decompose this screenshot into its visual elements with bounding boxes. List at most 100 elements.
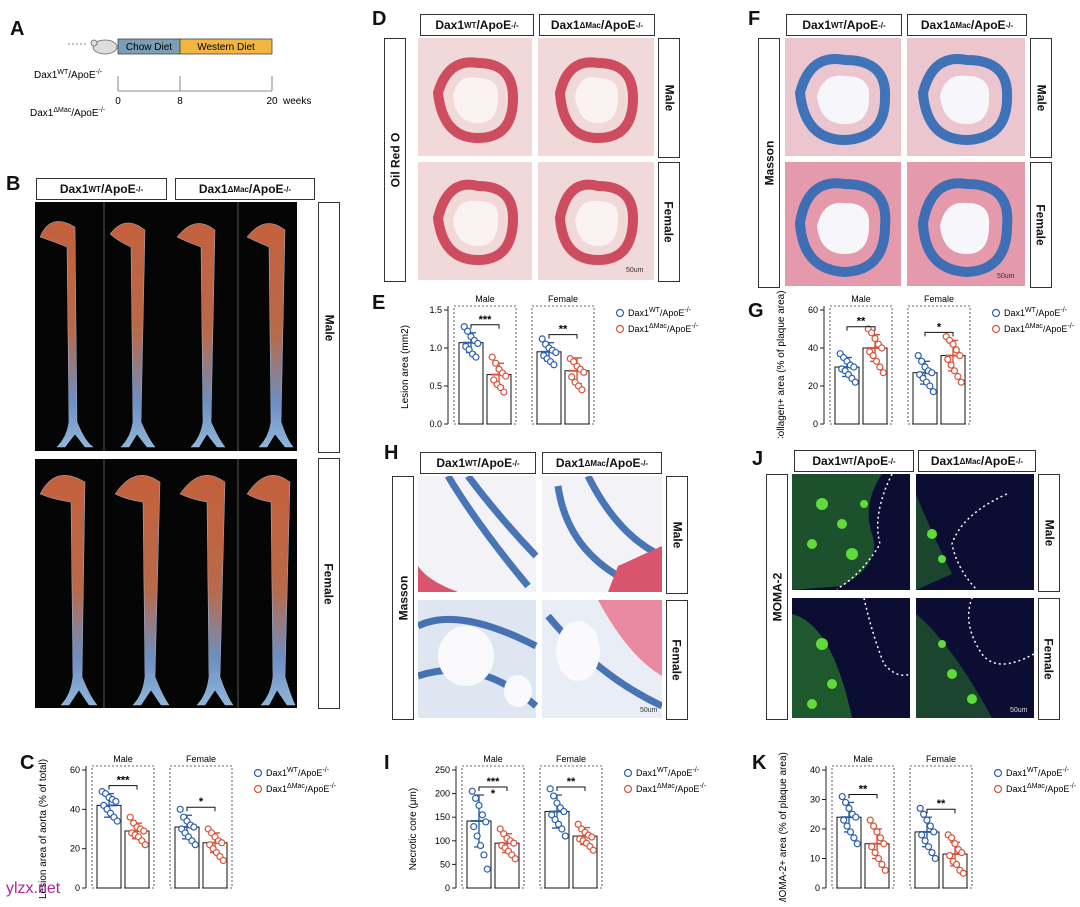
moma2-images: 50um [792,474,1034,718]
y-tick-label: 0.0 [429,419,442,429]
data-point [957,378,965,386]
data-point [928,369,936,377]
legend-marker [991,308,1001,318]
legend-label: Dax1WT/ApoE-/- [636,767,700,778]
legend-label: Dax1ΔMac/ApoE-/- [636,783,707,794]
chart-g: Collagen+ area (% of plaque area) 0 20 40 60… [776,290,1075,438]
data-point [475,801,483,810]
data-point [921,837,929,845]
data-point [944,355,952,364]
f-side-male: Male [1030,38,1052,158]
data-point [873,828,881,836]
data-point [463,327,472,335]
data-point [472,353,480,361]
legend-label: Dax1ΔMac/ApoE-/- [1006,783,1077,794]
y-tick-label: 250 [435,765,450,775]
data-point [112,797,120,806]
data-point [551,815,559,824]
western-diet-bar [179,38,273,55]
group-label: Female [186,754,216,764]
panel-label-b: B [6,173,21,195]
watermark: ylzx.net [6,880,61,897]
legend-label: Dax1WT/ApoE-/- [628,307,692,318]
panel-label-h: H [384,442,399,464]
group-box [531,305,595,425]
group-label: Female [924,294,954,304]
legend-marker [993,784,1003,794]
data-point [952,346,960,354]
data-point [560,807,568,816]
data-point [869,822,878,830]
weeks-label: weeks [282,96,311,107]
data-point [843,822,851,830]
data-point [538,335,546,343]
significance-label: *** [487,776,501,788]
significance-bracket [926,808,956,814]
data-point [958,848,966,857]
y-tick-label: 40 [810,765,820,775]
western-diet-label: Western Diet [197,42,255,53]
significance-label: ** [857,316,866,328]
legend-label: Dax1ΔMac/ApoE-/- [266,783,337,794]
data-point [483,865,491,873]
y-tick-label: 60 [70,765,80,775]
b-side-female: Female [318,458,340,709]
legend-marker [253,784,263,794]
panel-label-c: C [20,752,35,774]
chart-e: Lesion area (mm2) 0.0 0.5 1.0 1.5 Male *** Fema… [400,294,699,429]
legend-marker [623,784,633,794]
y-tick-label: 20 [70,844,80,854]
data-point [871,334,879,343]
data-point [550,361,558,369]
data-point [866,816,874,824]
y-tick-label: 200 [435,789,450,799]
y-tick-label: 0 [445,883,450,893]
group-box [907,305,971,425]
data-point [949,340,957,348]
data-point [588,833,596,841]
d-stain-label: Oil Red O [384,38,406,282]
y-tick-label: 1.0 [429,343,442,353]
data-point [578,386,586,394]
significance-bracket [186,806,216,812]
data-point [191,841,199,849]
legend-marker [991,324,1001,334]
data-point [552,348,560,357]
data-point [474,339,482,348]
b-side-male: Male [318,202,340,453]
j-header-wt: Dax1 WT/ApoE -/- [794,450,914,472]
data-point [851,378,859,386]
significance-bracket [108,785,138,790]
significance-label: ** [859,783,868,795]
data-point [853,840,861,848]
f-header-mac: Dax1 ΔMac/ApoE -/- [907,14,1027,36]
data-point [140,827,148,835]
group-label: Male [483,754,503,764]
significance-bracket [470,324,500,329]
data-point [568,373,576,381]
legend-label: Dax1WT/ApoE-/- [266,767,330,778]
data-point [550,792,558,800]
h-scalebar: 50um [640,707,658,714]
f-side-female: Female [1030,162,1052,288]
legend-marker [623,768,633,778]
significance-label: *** [117,775,131,787]
h-stain-label: Masson [392,476,414,720]
y-tick-label: 60 [808,305,818,315]
data-point [482,818,490,826]
group-box [829,305,893,425]
f-scalebar: 50um [997,273,1015,280]
timeline-wt-label: Dax1WT/ApoE-/- [34,69,103,81]
significance-bracket [924,331,954,337]
panel-label-i: I [384,752,390,774]
panel-label-g: G [748,300,764,322]
significance-label: ** [559,324,568,336]
data-point [190,823,198,831]
data-point [872,357,881,365]
group-label: Male [113,754,133,764]
b-header-mac: Dax1 ΔMac/ApoE -/- [175,178,315,200]
data-point [840,816,848,824]
h-header-mac: Dax1 ΔMac/ApoE -/- [542,452,662,474]
data-point [878,344,886,352]
data-point [490,376,498,384]
